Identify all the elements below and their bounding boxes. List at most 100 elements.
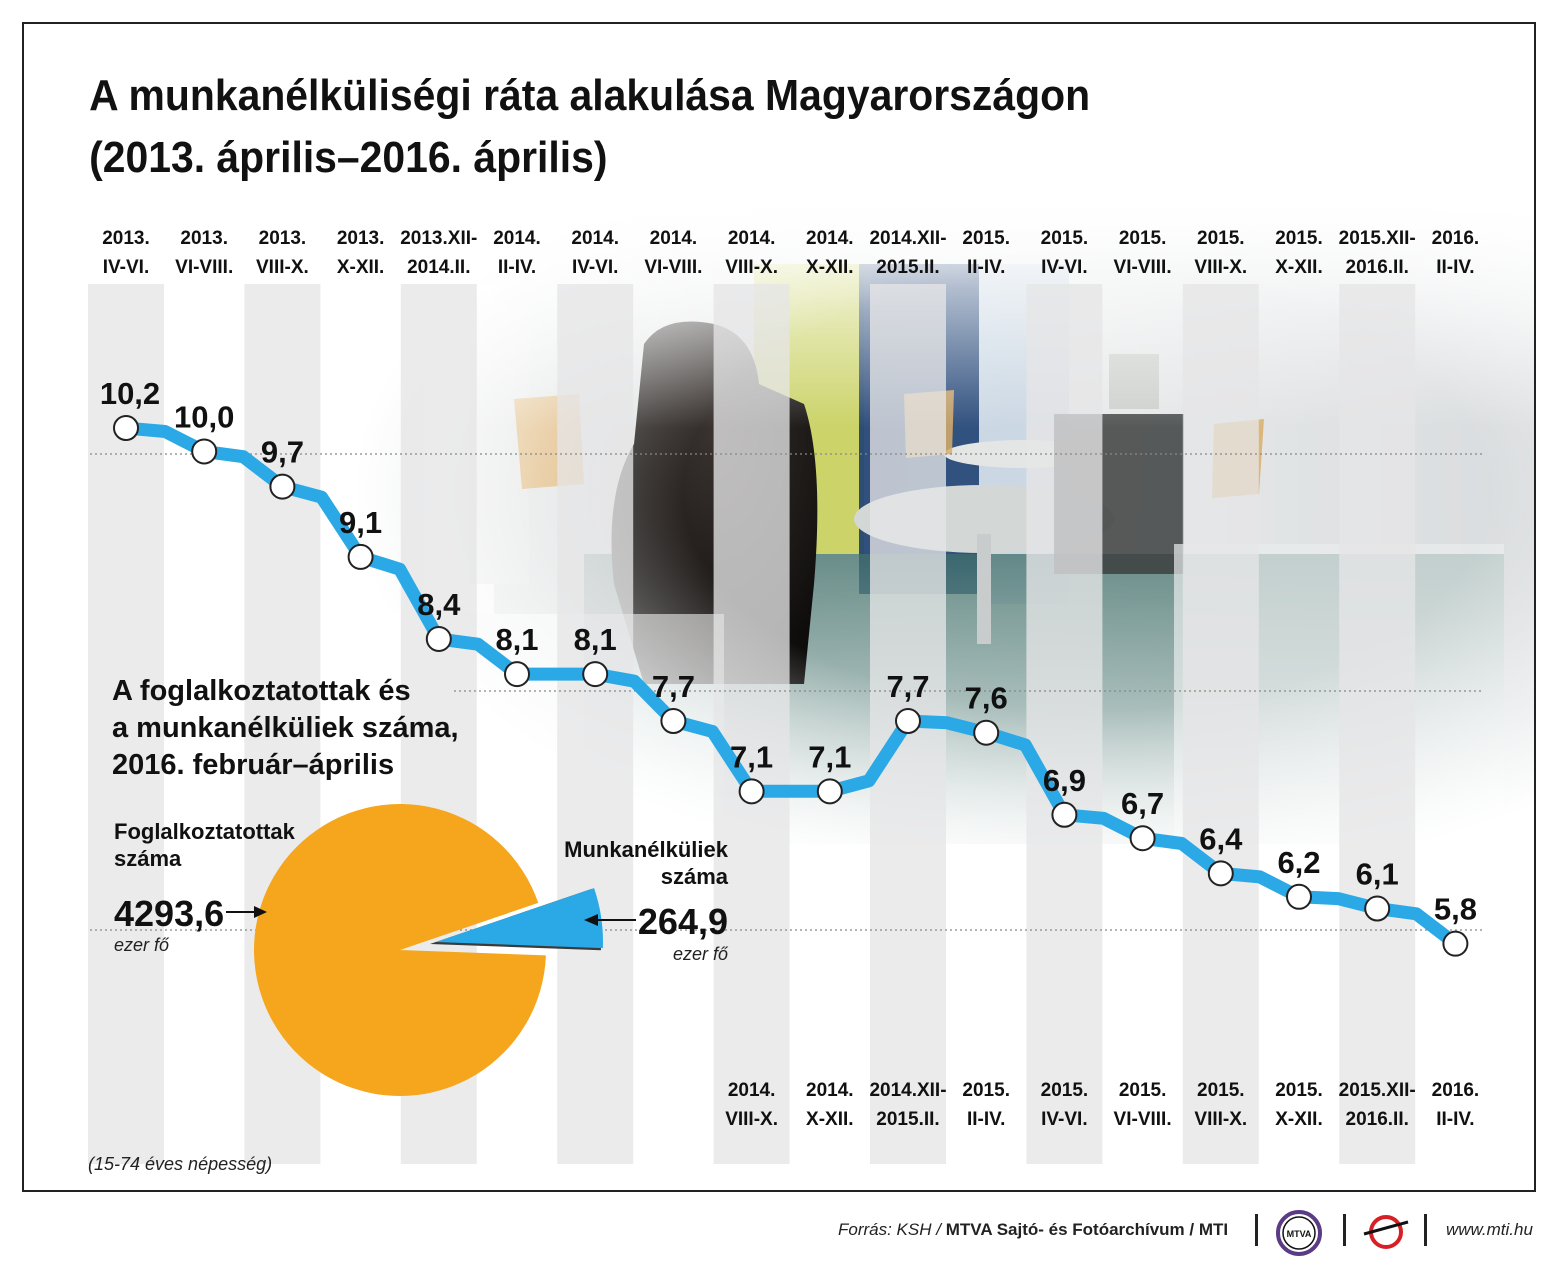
data-point-marker <box>347 543 374 570</box>
infographic-svg: A munkanélküliségi ráta alakulása Magyar… <box>24 72 1534 1174</box>
data-value-label: 8,4 <box>417 587 461 622</box>
mtva-logo-text: MTVA <box>1287 1229 1312 1239</box>
data-point-marker <box>582 661 609 688</box>
pie-slice-unemployed <box>436 888 603 949</box>
data-point-marker <box>269 473 296 500</box>
unemployment-rate-series: 10,2 10,0 9,7 9,1 8,4 8,1 8,1 7,7 7,1 7,1 7,7 7,6 6,… <box>100 376 1477 957</box>
employed-label: száma <box>114 846 182 871</box>
period-label-top: II-IV. <box>1436 257 1474 278</box>
period-label-top: 2014. <box>806 228 854 249</box>
period-label-bottom: II-IV. <box>967 1109 1005 1130</box>
period-label-bottom: X-XII. <box>806 1109 854 1130</box>
period-label-top: IV-VI. <box>1041 257 1087 278</box>
period-label-bottom: X-XII. <box>1275 1109 1323 1130</box>
unemployed-label: Munkanélküliek <box>564 837 729 862</box>
data-value-label: 7,1 <box>808 739 851 774</box>
period-label-top: 2014.II. <box>407 257 470 278</box>
data-value-label: 6,7 <box>1121 786 1164 821</box>
pie-chart-title: 2016. február–április <box>112 749 394 781</box>
period-label-bottom: 2015. <box>1119 1080 1167 1101</box>
data-point-marker <box>660 708 687 734</box>
period-label-top: 2013. <box>102 228 150 249</box>
period-label-top: II-IV. <box>967 257 1005 278</box>
data-value-label: 10,0 <box>174 399 234 434</box>
period-label-top: X-XII. <box>337 257 385 278</box>
period-label-bottom: 2015. <box>962 1080 1010 1101</box>
data-point-marker <box>191 438 218 465</box>
period-label-top: VI-VIII. <box>175 257 233 278</box>
period-label-bottom: VIII-X. <box>725 1109 778 1130</box>
period-label-top: VIII-X. <box>1194 257 1247 278</box>
period-label-top: 2014.XII- <box>869 228 946 249</box>
period-label-top: 2014. <box>571 228 619 249</box>
period-label-bottom: 2015.XII- <box>1339 1080 1416 1101</box>
column-band <box>713 284 790 1164</box>
data-point-marker <box>1442 930 1469 957</box>
period-label-top: 2015. <box>1275 228 1323 249</box>
mti-logo-icon <box>1363 1215 1409 1249</box>
data-point-marker <box>816 778 843 805</box>
data-point-marker <box>973 719 1000 746</box>
data-value-label: 6,4 <box>1199 821 1243 856</box>
period-label-bottom: 2015. <box>1041 1080 1089 1101</box>
data-value-label: 10,2 <box>100 376 160 411</box>
pie-chart-title: A foglalkoztatottak és <box>112 675 411 707</box>
period-label-top: 2015. <box>1041 228 1089 249</box>
period-label-top: II-IV. <box>498 257 536 278</box>
period-label-bottom: 2015. <box>1275 1080 1323 1101</box>
period-label-bottom: 2015.II. <box>876 1109 939 1130</box>
period-label-top: 2013. <box>180 228 228 249</box>
population-note: (15-74 éves népesség) <box>88 1154 272 1174</box>
unemployed-unit: ezer fő <box>673 944 729 964</box>
source-archive: MTVA Sajtó- és Fotóarchívum <box>945 1220 1185 1239</box>
infographic-frame: A munkanélküliségi ráta alakulása Magyar… <box>22 22 1536 1192</box>
unemployed-label: száma <box>661 864 729 889</box>
period-label-top: X-XII. <box>1275 257 1323 278</box>
period-label-top: X-XII. <box>806 257 854 278</box>
mtva-logo-icon: MTVA <box>1276 1210 1322 1256</box>
data-value-label: 8,1 <box>574 622 617 657</box>
period-label-bottom: 2014. <box>806 1080 854 1101</box>
period-label-top: VI-VIII. <box>644 257 702 278</box>
period-label-bottom: IV-VI. <box>1041 1109 1087 1130</box>
source-line: Forrás: KSH / MTVA Sajtó- és Fotóarchívu… <box>838 1220 1228 1240</box>
unemployed-arrowhead <box>584 914 598 926</box>
data-value-label: 5,8 <box>1434 892 1477 927</box>
data-value-label: 9,1 <box>339 505 382 540</box>
data-value-label: 6,9 <box>1043 763 1086 798</box>
period-label-top: 2014. <box>650 228 698 249</box>
data-point-marker <box>738 778 765 805</box>
data-value-label: 7,7 <box>886 669 929 704</box>
period-label-top: 2014. <box>493 228 541 249</box>
data-value-label: 8,1 <box>495 622 538 657</box>
source-suffix: / MTI <box>1189 1220 1229 1239</box>
employed-unit: ezer fő <box>114 935 170 955</box>
data-value-label: 7,1 <box>730 739 773 774</box>
unemployment-rate-line <box>119 421 1462 951</box>
employed-label: Foglalkoztatottak <box>114 819 296 844</box>
period-label-top: 2016. <box>1432 228 1480 249</box>
period-label-bottom: VIII-X. <box>1194 1109 1247 1130</box>
data-point-marker <box>895 708 921 734</box>
period-label-top: 2015.XII- <box>1339 228 1416 249</box>
period-label-bottom: II-IV. <box>1436 1109 1474 1130</box>
source-prefix: Forrás: KSH / <box>838 1220 941 1239</box>
reference-lines <box>90 453 1484 931</box>
data-value-label: 7,7 <box>652 669 695 704</box>
data-point-marker <box>425 625 452 652</box>
website-link[interactable]: www.mti.hu <box>1446 1220 1533 1240</box>
column-band <box>557 284 634 1164</box>
period-label-bottom: VI-VIII. <box>1114 1109 1172 1130</box>
data-point-marker <box>504 661 530 688</box>
period-label-top: VIII-X. <box>725 257 778 278</box>
period-label-top: IV-VI. <box>103 257 149 278</box>
title-line-1: A munkanélküliségi ráta alakulása Magyar… <box>89 72 1090 121</box>
period-label-bottom: 2014.XII- <box>869 1080 946 1101</box>
column-band <box>1339 284 1416 1164</box>
data-value-label: 9,7 <box>261 435 304 470</box>
employed-arrowhead <box>254 906 267 918</box>
period-label-bottom: 2016. <box>1432 1080 1480 1101</box>
data-point-marker <box>113 415 139 441</box>
period-label-top: 2013. <box>259 228 307 249</box>
data-point-marker <box>1129 825 1156 852</box>
